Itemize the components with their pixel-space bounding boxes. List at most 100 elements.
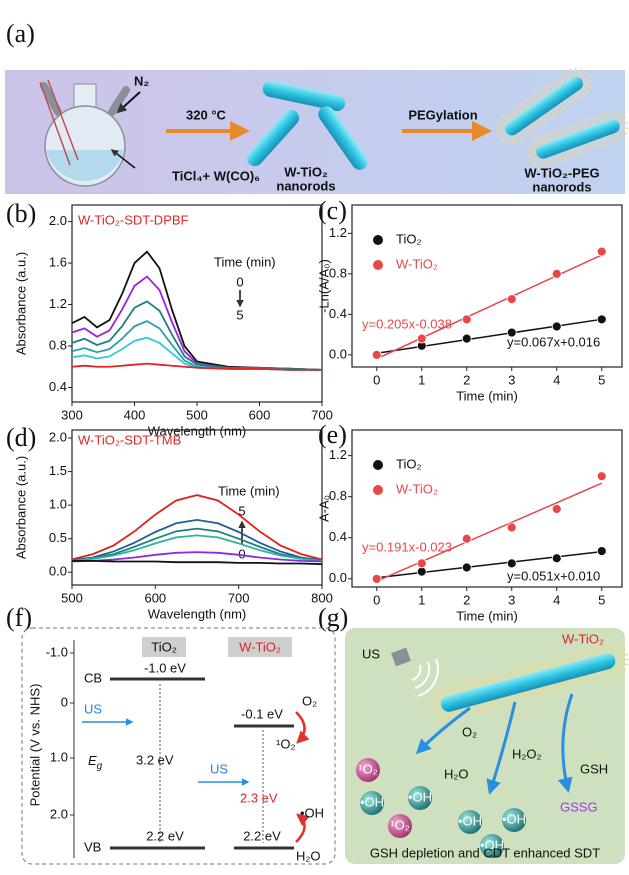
y-tick-label: 0.0: [329, 346, 347, 361]
gap-label: 3.2 eV: [136, 752, 174, 767]
y-axis-label: Absorbance (a.u.): [13, 252, 28, 355]
level-label: -0.1 eV: [241, 706, 283, 721]
peg-shell: [527, 110, 629, 168]
legend-label: TiO₂: [396, 456, 422, 471]
spectrum-line: [71, 534, 323, 562]
y-tick-label: 2.0: [49, 213, 67, 228]
panel-label: (d): [6, 423, 36, 452]
level-label: -1.0 eV: [144, 660, 186, 675]
gap-subscript: g: [97, 761, 103, 772]
panel-label: (b): [6, 199, 36, 228]
species-sphere: [388, 814, 412, 838]
data-point: [596, 314, 607, 325]
time-label: Time (min): [218, 483, 280, 498]
reagent-arrow: [110, 149, 136, 169]
x-axis-label: Wavelength (nm): [148, 423, 247, 438]
nanorod: [505, 76, 583, 136]
reaction-arrow: [295, 711, 310, 744]
reaction-arrow: [415, 706, 471, 755]
x-tick-label: 1: [418, 372, 425, 387]
data-point: [551, 321, 562, 332]
x-tick-label: 3: [508, 372, 515, 387]
legend-marker: [373, 460, 383, 470]
y-tick-label: 1.5: [49, 463, 67, 478]
sphere-label: ¹O₂: [358, 761, 378, 776]
axis-tick-label: 0: [61, 694, 68, 709]
x-tick-label: 400: [124, 407, 146, 422]
plot-frame: [351, 204, 623, 368]
x-axis-label: Time (min): [456, 608, 518, 623]
y-tick-label: 1.0: [49, 497, 67, 512]
y-tick-label: 0.0: [49, 564, 67, 579]
step-label: PEGylation: [408, 107, 477, 122]
flask-side-neck: [40, 82, 130, 116]
us-label: US: [210, 761, 228, 776]
header: TiO₂: [151, 639, 177, 654]
y-tick-label: 0.8: [329, 265, 347, 280]
spectrum-line: [71, 519, 323, 562]
x-tick-label: 5: [598, 592, 605, 607]
time-start: 0: [236, 274, 243, 289]
species-label: H₂O₂: [512, 746, 542, 761]
nanorod: [318, 106, 368, 170]
gas-arrow: [116, 91, 141, 114]
data-point: [506, 294, 517, 305]
legend-label: W-TiO₂: [396, 481, 438, 496]
fit-line: [376, 550, 602, 579]
time-end: 5: [236, 307, 243, 322]
data-point: [506, 522, 517, 533]
species-label: •OH: [300, 805, 324, 820]
spectrum-line: [71, 494, 323, 561]
species-sphere: [408, 786, 432, 810]
gap-symbol: E: [88, 753, 97, 768]
sphere-group: ¹O₂ •OH •OH ¹O₂ •OH •OH •OH: [356, 758, 526, 858]
x-tick-label: 5: [598, 372, 605, 387]
x-tick-label: 300: [61, 407, 83, 422]
x-tick-label: 4: [553, 372, 560, 387]
data-point: [371, 349, 382, 360]
axis-tick-label: -1.0: [46, 644, 68, 659]
step-label: 320 °C: [186, 107, 227, 122]
sphere-label: •OH: [502, 811, 526, 826]
data-point: [596, 546, 607, 556]
chart-title: W-TiO₂-SDT-DPBF: [78, 212, 189, 227]
product-label: nanorods: [276, 178, 335, 193]
legend-label: W-TiO₂: [396, 256, 438, 271]
us-label: US: [84, 701, 102, 716]
ultrasound-waves: [411, 658, 439, 697]
data-point: [416, 558, 427, 569]
data-point: [506, 558, 517, 569]
y-tick-label: 1.2: [49, 296, 67, 311]
species-label: GSH: [580, 761, 608, 776]
x-tick-label: 700: [311, 407, 333, 422]
material-label: W-TiO₂: [562, 631, 604, 646]
y-tick-label: 0.0: [329, 570, 347, 585]
x-tick-label: 1: [418, 592, 425, 607]
y-axis-label: A-A₀: [316, 495, 331, 522]
chart-title: W-TiO₂-SDT-TMB: [78, 432, 181, 447]
spectrum-line: [72, 559, 323, 566]
spectrum-line: [71, 551, 323, 563]
x-tick-label: 4: [553, 592, 560, 607]
sphere-label: •OH: [408, 789, 432, 804]
axis-title: Potential (V vs. NHS): [27, 684, 42, 807]
y-tick-label: 0.4: [49, 379, 67, 394]
sphere-label: •OH: [458, 813, 482, 828]
data-point: [371, 573, 382, 584]
y-axis-label: -Ln(A/A₀): [316, 259, 331, 313]
product-label: nanorods: [532, 179, 591, 194]
axis-tick-label: 2.0: [50, 806, 68, 821]
data-point: [416, 566, 427, 577]
stirring-rod: [39, 79, 79, 166]
x-tick-label: 700: [228, 590, 250, 605]
sphere-label: •OH: [360, 794, 384, 809]
spectrum-line: [71, 527, 323, 562]
fit-label: y=0.191x-0.023: [362, 539, 452, 554]
fit-label: y=0.067x+0.016: [507, 334, 600, 349]
header-box: [142, 637, 186, 657]
legend-label: TiO₂: [396, 231, 422, 246]
band-label: VB: [84, 839, 101, 854]
spectrum-line: [71, 362, 322, 371]
plot-frame: [351, 429, 623, 588]
